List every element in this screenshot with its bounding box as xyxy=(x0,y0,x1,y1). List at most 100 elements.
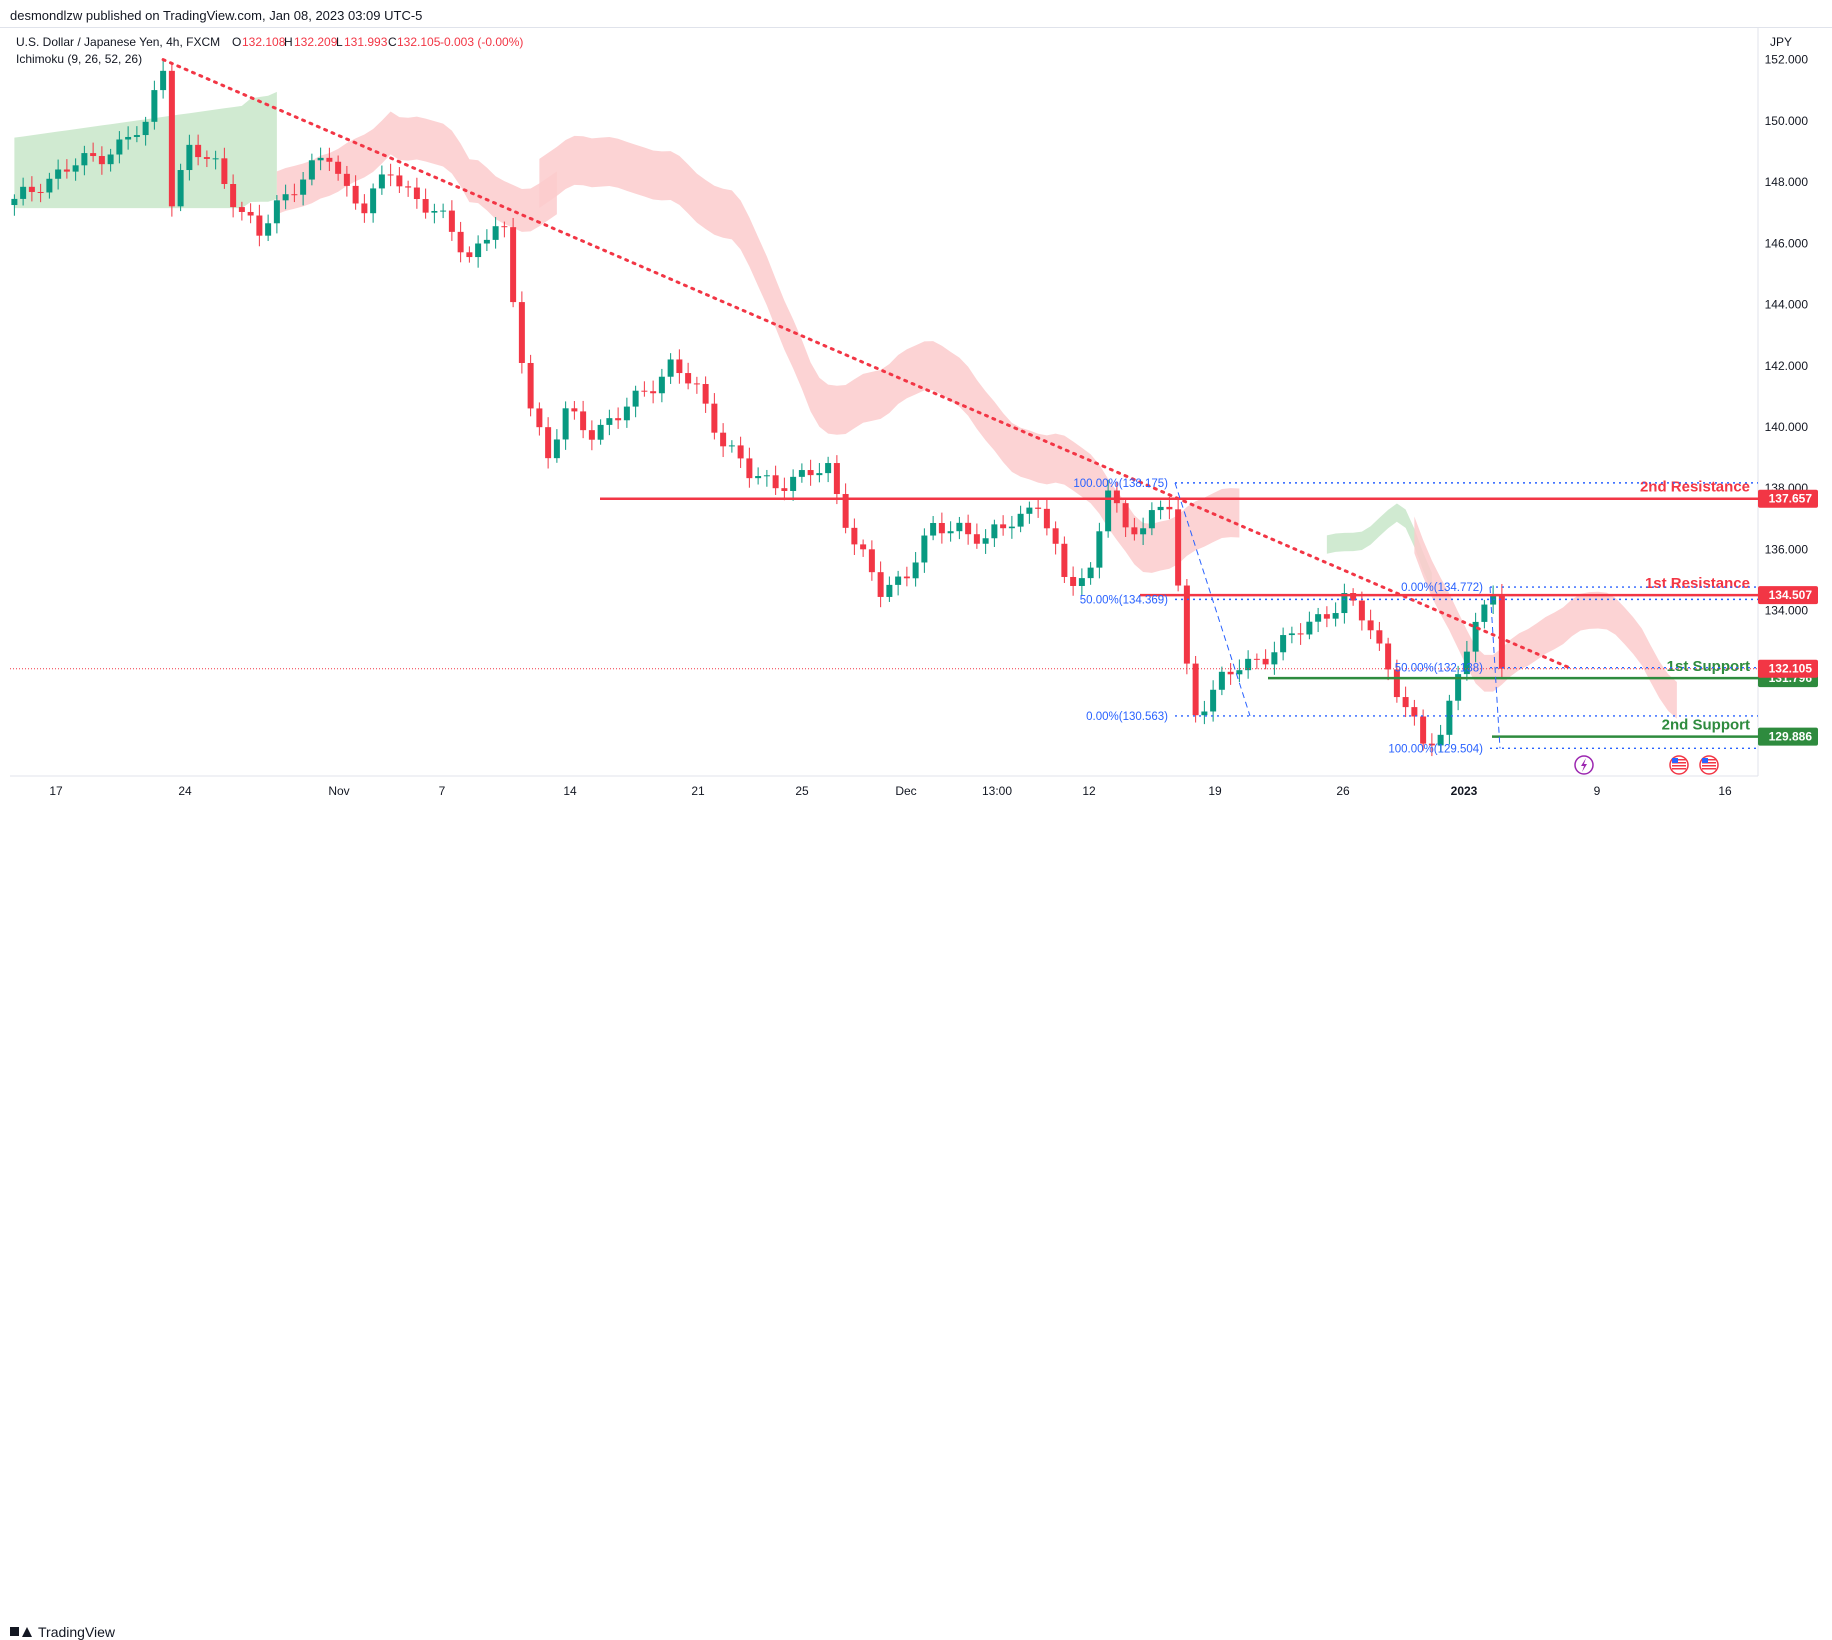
candle xyxy=(282,184,289,210)
candle-body xyxy=(1017,513,1024,527)
candle-body xyxy=(746,458,753,479)
candle xyxy=(1218,666,1225,696)
price-tag-box xyxy=(1758,586,1818,605)
candle-body xyxy=(335,161,342,174)
candle-body xyxy=(1498,594,1505,669)
candle xyxy=(256,204,263,247)
candle xyxy=(1446,694,1453,745)
candle xyxy=(693,376,700,394)
candle xyxy=(300,171,307,206)
cloud-bearish-segment xyxy=(1414,516,1677,719)
candle-body xyxy=(1236,670,1243,675)
candle xyxy=(1140,517,1147,546)
us-flag-stripe xyxy=(1672,759,1686,761)
candle xyxy=(343,165,350,197)
us-flag-canton xyxy=(1702,758,1708,763)
change-value: -0.003 (-0.00%) xyxy=(440,35,523,49)
candle-body xyxy=(212,158,219,160)
candle xyxy=(352,175,359,210)
candle-body xyxy=(1428,743,1435,746)
price-axis[interactable]: 152.000 150.000 148.000 146.000 144.000 142.0… xyxy=(1765,53,1809,618)
low-label: L xyxy=(336,35,343,49)
symbol-title: U.S. Dollar / Japanese Yen, 4h, FXCM xyxy=(16,35,220,49)
us-flag-canton xyxy=(1672,758,1678,763)
close-value: 132.105 xyxy=(397,35,441,49)
candle xyxy=(1332,602,1339,627)
us-flag-icon[interactable] xyxy=(1669,755,1689,775)
candle-body xyxy=(28,186,35,192)
time-tick-label: 26 xyxy=(1336,784,1350,798)
candle-body xyxy=(422,199,429,213)
candle xyxy=(1367,609,1374,640)
candle xyxy=(536,402,543,436)
candle-body xyxy=(230,184,237,208)
chart-canvas[interactable]: U.S. Dollar / Japanese Yen, 4h, FXCM O 1… xyxy=(0,0,1832,808)
candle-body xyxy=(1070,576,1077,586)
candle-body xyxy=(588,430,595,440)
candle xyxy=(501,221,508,238)
candle-body xyxy=(291,194,298,196)
candle-body xyxy=(641,390,648,392)
candle xyxy=(518,291,525,374)
candle xyxy=(755,467,762,485)
candle xyxy=(378,165,385,195)
candle xyxy=(422,188,429,219)
level-label: 2nd Resistance xyxy=(1640,479,1750,496)
candle xyxy=(413,177,420,209)
time-tick-label: 17 xyxy=(49,784,63,798)
candle-body xyxy=(413,187,420,200)
candle xyxy=(1481,599,1488,629)
time-tick-label: 19 xyxy=(1208,784,1222,798)
footer: TradingView xyxy=(0,808,1832,1640)
cloud-bullish-segment xyxy=(14,91,277,209)
candle xyxy=(825,456,832,483)
candle-body xyxy=(1402,697,1409,708)
candle xyxy=(947,521,954,542)
candle-body xyxy=(868,549,875,573)
candle xyxy=(763,469,770,487)
time-tick-label: 25 xyxy=(795,784,809,798)
candle xyxy=(483,229,490,252)
price-tick-label: 134.000 xyxy=(1765,604,1809,618)
candle xyxy=(737,436,744,468)
candle xyxy=(597,419,604,445)
candle xyxy=(965,514,972,545)
candle-body xyxy=(921,535,928,563)
candle-body xyxy=(483,239,490,244)
us-flag-icon[interactable] xyxy=(1699,755,1719,775)
event-icons[interactable] xyxy=(1574,755,1719,775)
candle-body xyxy=(1087,567,1094,579)
level-label: 1st Support xyxy=(1667,658,1750,675)
candle-body xyxy=(518,302,525,363)
fib-level-label: 50.00%(134.369) xyxy=(1080,594,1168,606)
candle xyxy=(1297,623,1304,645)
candle xyxy=(641,381,648,397)
candle xyxy=(1411,699,1418,726)
candle-body xyxy=(1122,503,1129,528)
candle-body xyxy=(720,432,727,447)
lightning-icon[interactable] xyxy=(1574,755,1594,775)
candle-body xyxy=(1332,613,1339,619)
candle-body xyxy=(536,408,543,428)
candle-body xyxy=(851,527,858,545)
candle-body xyxy=(1411,707,1418,717)
time-axis[interactable]: 17 24 Nov 7 14 21 25 Dec 13:00 12 19 26 2023 9 16 xyxy=(49,784,1732,798)
candle xyxy=(527,354,534,417)
candle xyxy=(1131,517,1138,541)
price-tick-label: 146.000 xyxy=(1765,236,1809,250)
candle xyxy=(265,214,272,242)
candle-body xyxy=(125,136,132,140)
tradingview-logo[interactable]: TradingView xyxy=(10,1624,115,1640)
price-tag-label: 134.507 xyxy=(1769,588,1813,602)
candle-body xyxy=(1192,663,1199,716)
candle xyxy=(1210,680,1217,722)
candle xyxy=(790,469,797,501)
price-tick-label: 144.000 xyxy=(1765,298,1809,312)
time-tick-label: Nov xyxy=(328,784,349,798)
candle xyxy=(492,217,499,249)
us-flag-stripe xyxy=(1702,762,1716,764)
candle xyxy=(466,246,473,263)
candle xyxy=(676,349,683,384)
candle xyxy=(728,440,735,453)
